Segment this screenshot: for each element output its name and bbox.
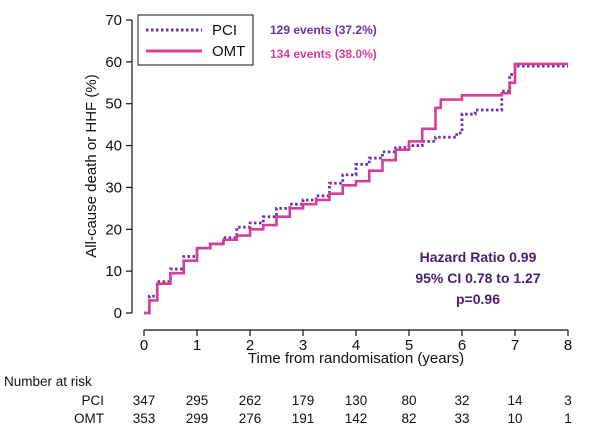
y-tick-label: 50 xyxy=(105,96,122,113)
y-tick-label: 10 xyxy=(105,263,122,280)
risk-value-omt: 10 xyxy=(507,411,522,426)
risk-value-omt: 1 xyxy=(564,411,572,426)
legend-omt-label: OMT xyxy=(212,43,245,60)
risk-value-omt: 142 xyxy=(345,411,368,426)
y-tick-label: 0 xyxy=(114,305,122,322)
risk-value-omt: 33 xyxy=(454,411,469,426)
x-tick-label: 0 xyxy=(140,337,148,354)
risk-value-pci: 32 xyxy=(454,393,469,408)
risk-row-label-pci: PCI xyxy=(81,393,104,408)
y-tick-label: 40 xyxy=(105,138,122,155)
confidence-interval-text: 95% CI 0.78 to 1.27 xyxy=(415,270,541,286)
x-tick-label: 1 xyxy=(193,337,201,354)
risk-value-omt: 299 xyxy=(186,411,209,426)
risk-row-label-omt: OMT xyxy=(74,411,104,426)
risk-value-omt: 191 xyxy=(292,411,315,426)
risk-value-pci: 179 xyxy=(292,393,315,408)
hazard-ratio-text: Hazard Ratio 0.99 xyxy=(420,249,537,265)
risk-table-values: 347 295 262 179 130 80 32 14 3 353 299 276 191 142 82 3… xyxy=(133,393,572,426)
p-value-text: p=0.96 xyxy=(456,291,500,307)
risk-value-omt: 82 xyxy=(401,411,416,426)
legend: PCI OMT xyxy=(138,15,253,65)
y-tick-label: 60 xyxy=(105,54,122,71)
x-axis-title: Time from randomisation (years) xyxy=(248,350,464,367)
risk-value-pci: 80 xyxy=(401,393,416,408)
risk-value-omt: 353 xyxy=(133,411,156,426)
x-tick-label: 8 xyxy=(564,337,572,354)
y-ticks: 0 10 20 30 40 50 60 70 xyxy=(105,12,132,322)
risk-table-title: Number at risk xyxy=(4,374,92,389)
risk-value-pci: 262 xyxy=(239,393,262,408)
km-chart: 010203040506070 012345678 All-cause deat… xyxy=(0,0,600,442)
hazard-ratio-annotation: Hazard Ratio 0.99 95% CI 0.78 to 1.27 p=… xyxy=(415,249,541,307)
y-tick-label: 30 xyxy=(105,179,122,196)
x-tick-label: 7 xyxy=(511,337,519,354)
risk-value-pci: 130 xyxy=(345,393,368,408)
risk-value-pci: 3 xyxy=(564,393,572,408)
risk-value-pci: 295 xyxy=(186,393,209,408)
risk-value-omt: 276 xyxy=(239,411,262,426)
omt-events-label: 134 events (38.0%) xyxy=(270,47,377,61)
risk-value-pci: 14 xyxy=(507,393,523,408)
legend-pci-label: PCI xyxy=(212,22,237,39)
risk-value-pci: 347 xyxy=(133,393,156,408)
y-tick-label: 70 xyxy=(105,12,122,29)
y-axis-title: All-cause death or HHF (%) xyxy=(83,74,100,257)
pci-events-label: 129 events (37.2%) xyxy=(270,23,377,37)
y-tick-label: 20 xyxy=(105,221,122,238)
